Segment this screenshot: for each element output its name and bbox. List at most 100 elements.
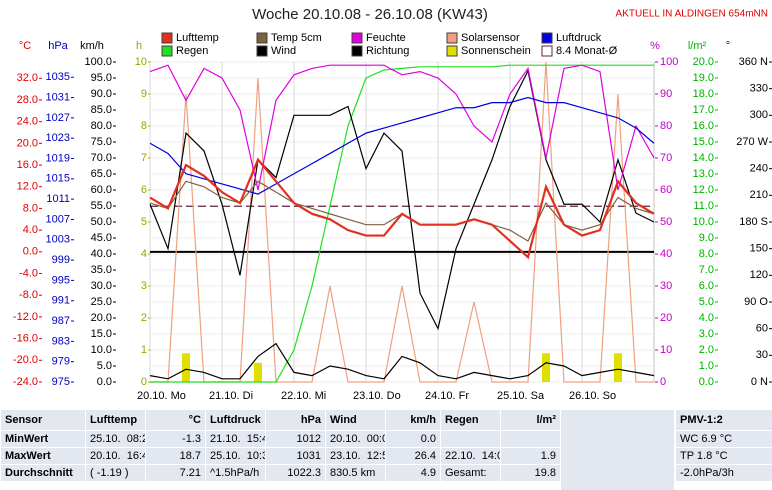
y-tick-label: 1031 (46, 91, 70, 103)
y-tick-label: 180 S (739, 216, 768, 228)
y-tick-label: 1.0 (699, 360, 714, 372)
x-tick-label: 23.10. Do (353, 390, 401, 402)
y-tick-label: -24.0 (13, 376, 38, 388)
y-tick-label: 0 N (751, 376, 768, 388)
legend-label: Sonnenschein (461, 45, 531, 57)
y-tick-label: 16.0 (693, 120, 714, 132)
y-tick-label: 24.0 (17, 116, 38, 128)
x-tick-label: 25.10. Sa (497, 390, 545, 402)
y-tick-label: 9.0 (699, 232, 714, 244)
y-tick-label: 1035 (46, 71, 70, 83)
y-tick-label: 85.0 (91, 104, 112, 116)
table-cell: ( -1.19 ) (86, 465, 145, 481)
axis-label: h (136, 40, 142, 52)
y-tick-label: -12.0 (13, 311, 38, 323)
y-tick-label: 1027 (46, 112, 70, 124)
y-tick-label: 45.0 (91, 232, 112, 244)
table-cell: 25.10. 10:34 (206, 448, 265, 464)
legend-swatch (541, 32, 553, 44)
table-cell: WC 6.9 °C (676, 431, 772, 447)
legend-swatch (351, 32, 363, 44)
y-tick-label: 11.0 (693, 200, 714, 212)
axis-label: km/h (80, 40, 104, 52)
y-tick-label: 0.0 (97, 376, 112, 388)
y-tick-label: 300 (750, 109, 768, 121)
y-tick-label: 40 (660, 248, 672, 260)
y-tick-label: -16.0 (13, 333, 38, 345)
y-tick-label: 90 (660, 88, 672, 100)
y-tick-label: 1003 (46, 234, 70, 246)
y-tick-label: 30 (660, 280, 672, 292)
axis-label: ° (726, 40, 730, 52)
y-tick-label: 10.0 (91, 344, 112, 356)
axis-label: % (650, 40, 660, 52)
series-line (149, 157, 655, 260)
y-tick-label: 13.0 (693, 168, 714, 180)
y-tick-label: 32.0 (17, 72, 38, 84)
table-cell: -1.3 (146, 431, 205, 447)
y-tick-label: 18.0 (693, 88, 714, 100)
table-cell: TP 1.8 °C (676, 448, 772, 464)
legend-label: Solarsensor (461, 32, 520, 44)
table-cell: 26.4 (386, 448, 440, 464)
y-tick-label: 1011 (46, 193, 70, 205)
y-tick-label: 17.0 (693, 104, 714, 116)
table-cell: 18.7 (146, 448, 205, 464)
stats-table: Sensor Lufttemp °C Luftdruck hPa Wind km/h Rege… (0, 408, 772, 490)
y-tick-label: 80 (660, 120, 672, 132)
legend-label: 8.4 Monat-Ø (556, 45, 618, 57)
legend-swatch (161, 45, 173, 57)
y-tick-label: 975 (52, 376, 70, 388)
table-cell: Regen (441, 410, 500, 430)
y-tick-label: 7.0 (699, 264, 714, 276)
chart: Woche 20.10.08 - 26.10.08 (KW43) AKTUELL… (13, 6, 772, 402)
bar (254, 362, 262, 382)
y-tick-label: -8.0 (19, 289, 38, 301)
y-tick-label: 8.0 (23, 202, 38, 214)
table-cell: 20.10. 00:00 (326, 431, 385, 447)
y-tick-label: 6 (141, 184, 147, 196)
y-tick-label: 983 (52, 335, 70, 347)
y-tick-label: 28.0 (17, 94, 38, 106)
table-cell: l/m² (501, 410, 560, 430)
y-tick-label: 2.0 (699, 344, 714, 356)
series-line (149, 64, 655, 191)
table-cell: 830.5 km (326, 465, 385, 481)
legend-swatch (256, 32, 268, 44)
y-tick-label: 120 (750, 269, 768, 281)
table-cell: 23.10. 12:51 (326, 448, 385, 464)
y-tick-label: 70.0 (91, 152, 112, 164)
series-line (149, 69, 655, 331)
y-tick-label: 60 (756, 323, 768, 335)
table-cell: hPa (266, 410, 325, 430)
legend-swatch (541, 45, 553, 57)
bar (542, 353, 550, 382)
table-cell: Sensor (1, 410, 85, 430)
table-cell: MinWert (1, 431, 85, 447)
y-tick-label: 999 (52, 254, 70, 266)
y-tick-label: 90.0 (91, 88, 112, 100)
legend-label: Temp 5cm (271, 32, 322, 44)
y-tick-label: 30.0 (91, 280, 112, 292)
series-line (149, 342, 655, 380)
y-tick-label: 60 (660, 184, 672, 196)
series-line (150, 64, 654, 383)
table-cell (441, 431, 500, 447)
y-tick-label: 19.0 (693, 72, 714, 84)
y-tick-label: 80.0 (91, 120, 112, 132)
y-tick-label: 3.0 (699, 328, 714, 340)
y-tick-label: 210 (750, 189, 768, 201)
y-tick-label: -4.0 (19, 267, 38, 279)
table-cell: 1022.3 (266, 465, 325, 481)
x-tick-label: 26.10. So (569, 390, 616, 402)
y-tick-label: 16.0 (17, 159, 38, 171)
table-cell: Wind (326, 410, 385, 430)
y-tick-label: 25.0 (91, 296, 112, 308)
table-cell (501, 431, 560, 447)
y-tick-label: 4.0 (699, 312, 714, 324)
y-tick-label: 10 (660, 344, 672, 356)
y-tick-label: 6.0 (699, 280, 714, 292)
y-tick-label: 30 (756, 349, 768, 361)
table-cell: °C (146, 410, 205, 430)
table-cell: Luftdruck (206, 410, 265, 430)
